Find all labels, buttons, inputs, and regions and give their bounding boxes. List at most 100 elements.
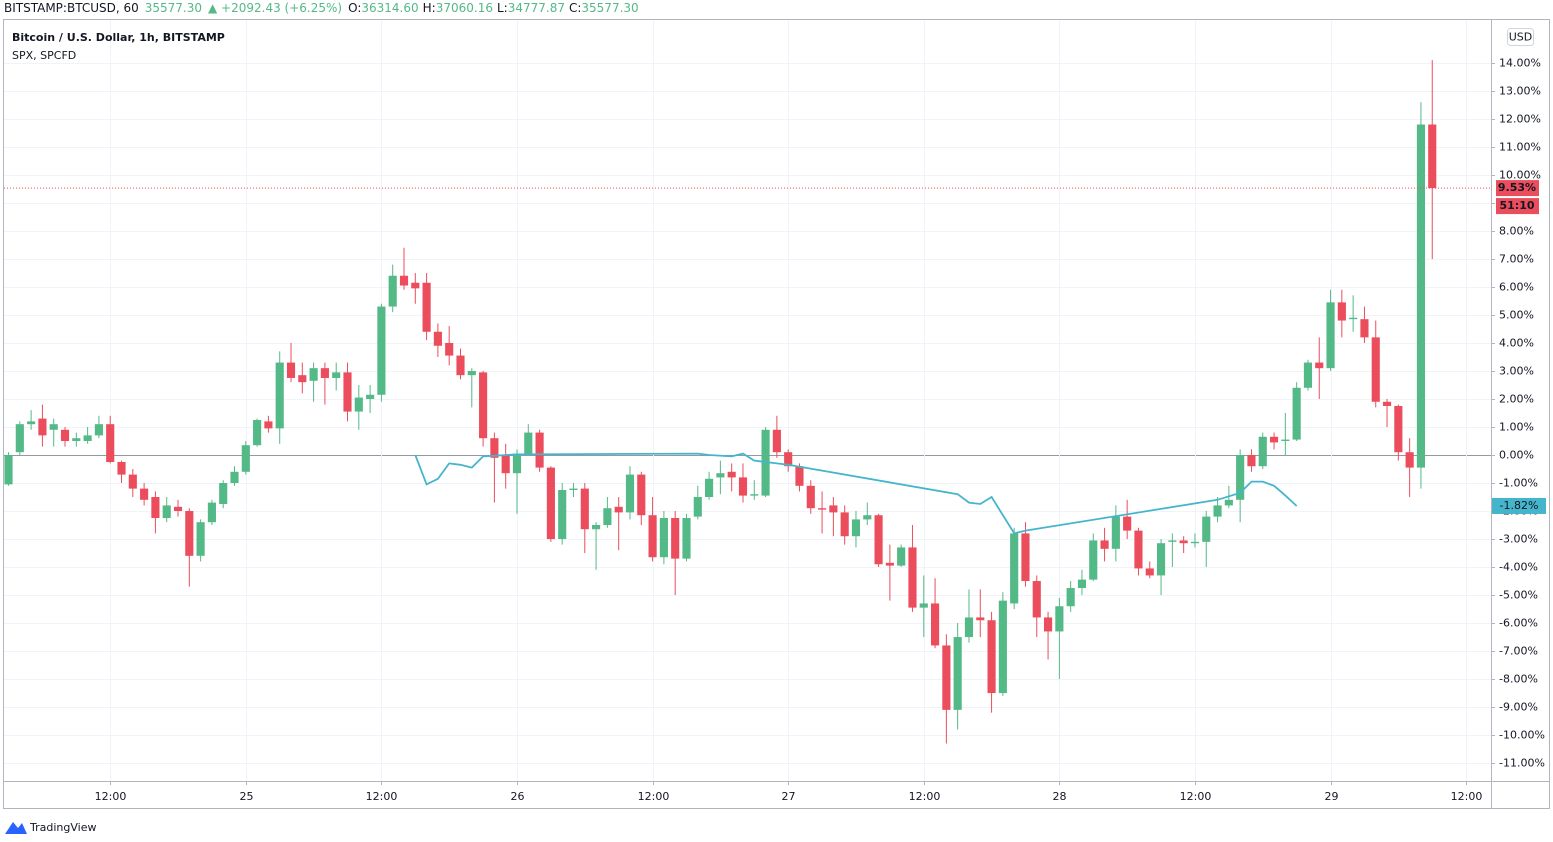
candle-body xyxy=(806,485,815,509)
y-tick-label: -4.00% xyxy=(1499,561,1538,574)
candle-body xyxy=(411,282,420,289)
y-tick-label: 12.00% xyxy=(1499,113,1541,126)
y-tick-label: 5.00% xyxy=(1499,309,1534,322)
candle-body xyxy=(614,506,623,513)
candle-body xyxy=(625,474,635,513)
y-tick-label: -11.00% xyxy=(1499,757,1545,770)
candle-body xyxy=(512,453,522,474)
candle-body xyxy=(1190,541,1200,544)
currency-label[interactable]: USD xyxy=(1509,31,1533,44)
header: BITSTAMP:BTCUSD, 60 35577.30 ▲ +2092.43 (+… xyxy=(4,1,639,15)
candle-body xyxy=(1236,454,1245,500)
candle-body xyxy=(1394,405,1403,453)
candle-body xyxy=(648,515,657,558)
candle-body xyxy=(1043,617,1053,632)
candle-body xyxy=(705,478,714,498)
candle-body xyxy=(829,505,838,513)
y-tick-label: 11.00% xyxy=(1499,141,1541,154)
candle-body xyxy=(501,454,510,474)
price-label: -1.82% xyxy=(1500,499,1539,512)
candle-body xyxy=(332,372,341,378)
candle-body xyxy=(1066,588,1075,607)
candle-body xyxy=(603,508,612,526)
y-tick-label: 0.00% xyxy=(1499,449,1534,462)
candle-body xyxy=(682,518,691,559)
candle-body xyxy=(795,466,804,486)
symbol: BITSTAMP:BTCUSD, 60 xyxy=(4,1,139,15)
candle-body xyxy=(1315,362,1324,369)
ohlc-label: C: xyxy=(569,1,581,15)
candle-body xyxy=(727,471,736,478)
candle-body xyxy=(1247,454,1256,467)
candle-body xyxy=(784,452,793,467)
change: ▲ +2092.43 (+6.25%) xyxy=(208,1,342,15)
candle-body xyxy=(671,518,680,559)
candle-body xyxy=(851,519,861,537)
candle-body xyxy=(535,432,544,468)
candle-body xyxy=(885,562,894,566)
candle-body xyxy=(433,331,442,346)
candle-body xyxy=(83,435,92,441)
price-label: 9.53% xyxy=(1498,181,1536,194)
x-tick-label: 12:00 xyxy=(1451,790,1483,803)
candle-body xyxy=(1269,436,1279,443)
candle-body xyxy=(1405,452,1414,468)
ohlc-label: H: xyxy=(423,1,436,15)
candle-body xyxy=(15,424,24,453)
candle-body xyxy=(151,497,160,519)
y-tick-label: 2.00% xyxy=(1499,393,1534,406)
candle-body xyxy=(388,275,397,307)
candle-body xyxy=(716,473,725,478)
candle-body xyxy=(264,421,273,429)
y-tick-label: -6.00% xyxy=(1499,617,1538,630)
candle-body xyxy=(1303,362,1313,388)
candle-body xyxy=(456,355,465,376)
candle-body xyxy=(1089,540,1098,580)
y-tick-label: -3.00% xyxy=(1499,533,1538,546)
candle-body xyxy=(1292,387,1301,440)
ohlc-value: 35577.30 xyxy=(581,1,638,15)
marks xyxy=(4,60,1491,744)
candle-body xyxy=(49,424,58,430)
candle-body xyxy=(399,275,409,286)
candle-body xyxy=(818,508,827,510)
candle-body xyxy=(1337,302,1346,321)
candle-body xyxy=(196,522,205,556)
candle-body xyxy=(953,637,962,710)
candle-body xyxy=(366,394,375,399)
candle-body xyxy=(897,547,906,566)
candle-body xyxy=(320,368,329,378)
candle-body xyxy=(908,547,917,608)
candle-body xyxy=(1021,533,1030,582)
price-label-bg xyxy=(1496,180,1539,197)
candle-body xyxy=(1349,317,1358,320)
candle-body xyxy=(1382,401,1392,406)
candle-body xyxy=(569,488,578,491)
candle-body xyxy=(580,488,589,530)
y-tick-label: 7.00% xyxy=(1499,253,1534,266)
candle-body xyxy=(253,419,262,446)
line-series xyxy=(414,452,1298,535)
y-tick-label: -7.00% xyxy=(1499,645,1538,658)
candle-body xyxy=(1179,540,1188,544)
candle-body xyxy=(275,362,284,429)
x-tick-label: 12:00 xyxy=(638,790,670,803)
candle-body xyxy=(162,505,171,519)
currency-button[interactable] xyxy=(1507,28,1534,46)
candle-body xyxy=(1224,499,1233,506)
x-tick-label: 12:00 xyxy=(366,790,398,803)
candle-body xyxy=(140,488,149,500)
candle-body xyxy=(467,370,476,376)
candle-body xyxy=(964,617,974,638)
x-tick-label: 12:00 xyxy=(909,790,941,803)
candle-body xyxy=(840,512,849,537)
candle-body xyxy=(72,438,81,441)
candle-body xyxy=(558,490,567,540)
candle-body xyxy=(1428,124,1437,189)
candle-body xyxy=(738,477,748,496)
candle-body xyxy=(1258,436,1267,467)
ohlc-value: 37060.16 xyxy=(436,1,493,15)
candle-body xyxy=(1371,337,1380,402)
ohlc-label: O: xyxy=(348,1,361,15)
x-tick-label: 26 xyxy=(511,790,525,803)
